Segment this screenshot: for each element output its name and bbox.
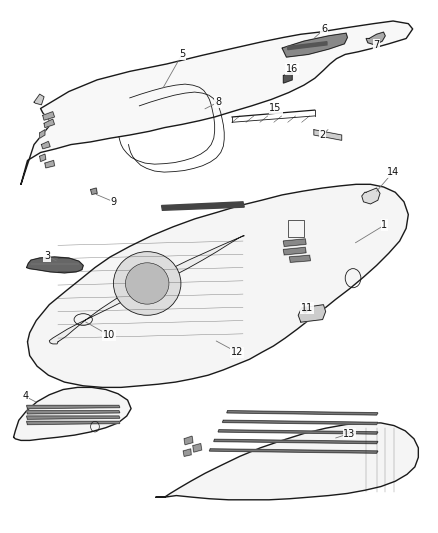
- Ellipse shape: [113, 252, 181, 316]
- Polygon shape: [27, 416, 120, 419]
- Polygon shape: [14, 387, 131, 440]
- Polygon shape: [366, 32, 385, 45]
- Polygon shape: [223, 420, 378, 424]
- Text: 14: 14: [387, 167, 399, 177]
- Polygon shape: [209, 449, 378, 453]
- Polygon shape: [162, 202, 244, 211]
- Polygon shape: [156, 423, 418, 500]
- Text: 8: 8: [215, 97, 221, 107]
- Polygon shape: [40, 154, 46, 161]
- Polygon shape: [362, 188, 380, 204]
- Polygon shape: [218, 430, 378, 434]
- Text: 3: 3: [44, 251, 50, 261]
- Polygon shape: [283, 239, 306, 246]
- Polygon shape: [290, 255, 311, 262]
- Polygon shape: [49, 236, 244, 344]
- Polygon shape: [282, 33, 347, 57]
- Polygon shape: [214, 439, 378, 443]
- Polygon shape: [27, 406, 120, 409]
- Text: 4: 4: [22, 391, 28, 401]
- Polygon shape: [184, 436, 193, 445]
- Polygon shape: [34, 94, 44, 105]
- Circle shape: [303, 307, 308, 313]
- Polygon shape: [45, 160, 54, 168]
- Polygon shape: [227, 411, 378, 415]
- Polygon shape: [42, 141, 50, 149]
- Polygon shape: [21, 21, 413, 184]
- Polygon shape: [27, 421, 120, 424]
- Text: 9: 9: [111, 197, 117, 207]
- Polygon shape: [27, 257, 83, 273]
- Polygon shape: [27, 411, 120, 414]
- Polygon shape: [28, 184, 408, 387]
- Ellipse shape: [125, 263, 169, 304]
- Text: 13: 13: [343, 429, 356, 439]
- Text: 7: 7: [374, 40, 380, 50]
- Polygon shape: [91, 188, 97, 195]
- Text: 2: 2: [319, 130, 326, 140]
- Polygon shape: [193, 443, 201, 452]
- Polygon shape: [314, 130, 342, 140]
- Polygon shape: [40, 130, 45, 138]
- Polygon shape: [44, 119, 54, 127]
- Text: 6: 6: [321, 24, 327, 34]
- Text: 1: 1: [381, 220, 388, 230]
- Text: 15: 15: [269, 103, 282, 114]
- Text: 16: 16: [286, 64, 298, 74]
- Text: 11: 11: [301, 303, 313, 313]
- Polygon shape: [288, 42, 327, 50]
- Text: 5: 5: [179, 50, 185, 59]
- Polygon shape: [184, 449, 191, 456]
- Text: 10: 10: [103, 330, 116, 341]
- Polygon shape: [283, 247, 306, 255]
- Polygon shape: [43, 112, 54, 120]
- Text: 12: 12: [231, 348, 244, 358]
- Polygon shape: [298, 305, 325, 322]
- Polygon shape: [283, 72, 292, 83]
